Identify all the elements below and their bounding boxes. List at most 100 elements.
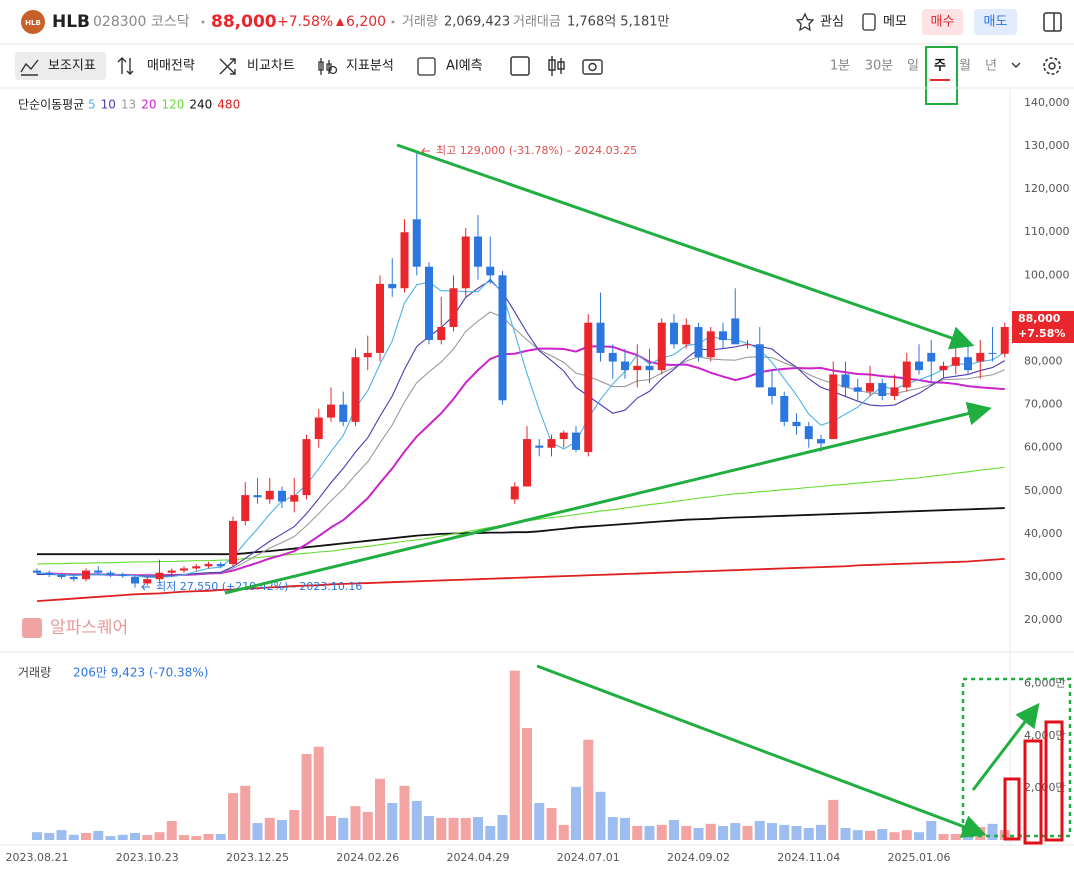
candle-body: [131, 577, 139, 584]
ma-line: [37, 279, 1006, 577]
buy-label[interactable]: 매수: [931, 15, 955, 30]
y-tick-label: 60,000: [1024, 441, 1063, 454]
camera-tool[interactable]: [582, 59, 603, 75]
tool-button[interactable]: 보조지표: [48, 59, 96, 74]
candle-body: [400, 232, 409, 289]
annotations: 최고 129,000 (-31.78%) - 2024.03.25 최저 27,…: [141, 143, 1072, 845]
high-annotation: 최고 129,000 (-31.78%) - 2024.03.25: [436, 144, 637, 157]
period-button[interactable]: 30분: [865, 59, 894, 74]
candle-body: [866, 383, 874, 392]
panel-toggle[interactable]: [1043, 12, 1062, 32]
candle-body: [694, 327, 703, 358]
candle-body: [302, 439, 311, 496]
last-price-tag: [1012, 311, 1074, 344]
volume-bar: [754, 820, 765, 840]
chart-type-tool[interactable]: [548, 56, 565, 76]
period-button[interactable]: 월: [959, 59, 971, 74]
user-highlight-box: [925, 46, 958, 105]
candle-body: [547, 439, 556, 448]
volume-bar: [350, 806, 361, 840]
candle-body: [57, 574, 66, 578]
memo-label[interactable]: 메모: [883, 15, 907, 30]
volume-bar: [203, 834, 214, 840]
tool-button[interactable]: AI예측: [446, 59, 483, 74]
candle-body: [94, 570, 103, 573]
volume-bar: [950, 834, 961, 840]
volume-bar: [81, 832, 91, 840]
volume-bar: [669, 819, 679, 840]
candle-body: [339, 404, 348, 422]
volume-bar: [130, 832, 140, 840]
x-tick-label: 2024.11.04: [777, 851, 840, 864]
period-button[interactable]: 년: [985, 59, 997, 74]
candle-body: [437, 327, 446, 340]
candle-body: [927, 352, 936, 362]
legend-entry: 13: [121, 98, 136, 112]
volume-bar: [901, 830, 912, 840]
tool-icon: [117, 57, 134, 75]
memo-button[interactable]: 메모: [862, 13, 907, 31]
candle-body: [106, 572, 115, 575]
volume-bar: [889, 832, 900, 840]
candle-body: [731, 318, 740, 345]
sell-label[interactable]: 매도: [984, 15, 1008, 30]
low-arrow: [141, 583, 150, 591]
star-icon: [795, 12, 815, 32]
draw-tool[interactable]: [510, 56, 530, 76]
ma-line: [36, 558, 1005, 603]
volume-bar: [362, 811, 373, 840]
candle-body: [706, 331, 715, 358]
volume-bar: [497, 814, 508, 840]
period-button[interactable]: 일: [907, 59, 919, 74]
candle-body: [388, 283, 397, 289]
candle-body: [951, 357, 960, 366]
stock-code: 028300: [93, 14, 146, 30]
camera-lens: [588, 62, 597, 72]
y-tick-label: 140,000: [1024, 96, 1070, 109]
legend-entry: 5: [88, 98, 96, 112]
ma-legend-title: 단순이동평균: [18, 98, 84, 112]
legend-entry: 240: [189, 98, 212, 112]
candle-body: [278, 490, 286, 502]
volume-bar: [411, 800, 422, 840]
candle-body: [878, 383, 887, 396]
tool-button[interactable]: 비교차트: [247, 59, 295, 74]
y-tick-label: 130,000: [1024, 139, 1070, 152]
candle-body: [327, 404, 335, 418]
volume-bar: [644, 825, 655, 840]
tool-icon: [318, 58, 332, 75]
volume-bar: [681, 825, 692, 840]
volume-bar: [656, 824, 667, 840]
volume-bar: [693, 828, 704, 840]
ma-line: [37, 345, 1005, 577]
logo-text: HLB: [25, 19, 41, 27]
candle-body: [449, 288, 458, 328]
sell-button[interactable]: [974, 9, 1017, 35]
tool-button[interactable]: 매매전략: [147, 59, 195, 74]
user-rect: [1003, 777, 1021, 841]
period-dropdown[interactable]: [1011, 62, 1021, 68]
volume-bar: [289, 810, 300, 840]
candle-body: [363, 352, 372, 358]
tool-button[interactable]: 지표분석: [346, 59, 394, 74]
settings-icon[interactable]: [1043, 57, 1061, 75]
volume-bar: [264, 817, 275, 840]
candle-body: [241, 495, 250, 521]
tool-icon: [328, 65, 338, 75]
volume-bar: [436, 817, 447, 840]
volume-bar: [730, 823, 741, 840]
volume-bar: [93, 830, 104, 840]
period-button-active[interactable]: 주: [934, 59, 946, 74]
buy-button[interactable]: [922, 9, 963, 35]
legend-entry: 480: [217, 98, 240, 112]
candle-body: [572, 432, 580, 450]
candle-body: [351, 357, 360, 422]
price: 88,000: [211, 12, 277, 32]
x-tick-label: 2024.04.29: [447, 851, 510, 864]
watch-button[interactable]: 관심: [795, 12, 844, 32]
watch-label[interactable]: 관심: [820, 15, 844, 30]
volume-bar: [522, 727, 532, 840]
volume-bar: [485, 825, 496, 840]
volume-bar: [558, 824, 569, 840]
period-button[interactable]: 1분: [830, 59, 850, 74]
